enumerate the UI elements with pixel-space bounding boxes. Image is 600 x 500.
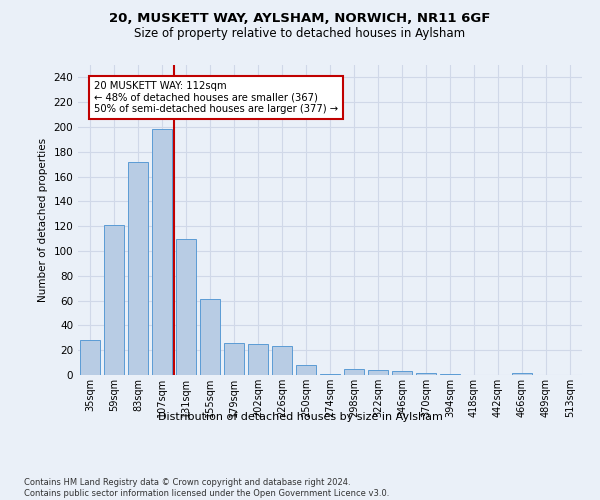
Text: Size of property relative to detached houses in Aylsham: Size of property relative to detached ho… [134,28,466,40]
Bar [152,130,172,375]
Bar [344,369,364,375]
Bar [272,346,292,375]
Text: Contains HM Land Registry data © Crown copyright and database right 2024.
Contai: Contains HM Land Registry data © Crown c… [24,478,389,498]
Y-axis label: Number of detached properties: Number of detached properties [38,138,48,302]
Bar [440,374,460,375]
Bar [248,344,268,375]
Bar [200,300,220,375]
Bar [104,225,124,375]
Bar [80,340,100,375]
Bar [320,374,340,375]
Bar [392,372,412,375]
Bar [416,372,436,375]
Bar [368,370,388,375]
Bar [176,238,196,375]
Bar [224,343,244,375]
Text: 20 MUSKETT WAY: 112sqm
← 48% of detached houses are smaller (367)
50% of semi-de: 20 MUSKETT WAY: 112sqm ← 48% of detached… [94,81,338,114]
Bar [296,365,316,375]
Bar [512,372,532,375]
Text: Distribution of detached houses by size in Aylsham: Distribution of detached houses by size … [158,412,442,422]
Bar [128,162,148,375]
Text: 20, MUSKETT WAY, AYLSHAM, NORWICH, NR11 6GF: 20, MUSKETT WAY, AYLSHAM, NORWICH, NR11 … [109,12,491,26]
